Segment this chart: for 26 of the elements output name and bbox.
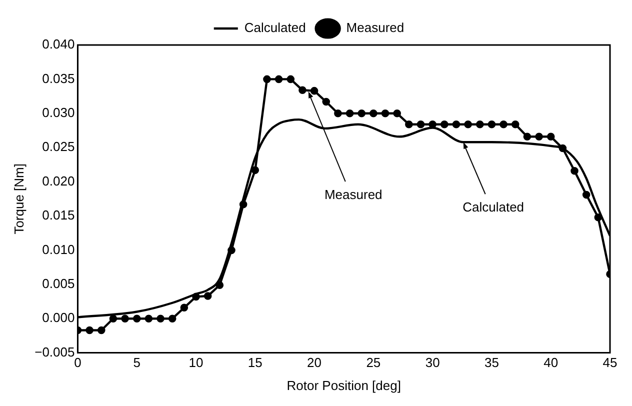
legend-label: Measured [346,20,404,36]
y-tick-label: 0.010 [42,242,75,257]
x-tick-label: 45 [602,355,618,370]
y-tick-label: 0.030 [42,104,75,120]
annotation: Measured [324,187,382,202]
y-tick-label: 0.020 [42,173,75,188]
y-tick-label: 0.035 [42,70,75,86]
y-tick-label: 0.000 [42,310,75,326]
x-axis-title: Rotor Position [deg] [286,378,401,393]
x-tick-label: 20 [307,355,322,370]
y-axis-title: Torque [Nm] [11,163,26,234]
x-tick-label: 15 [248,355,262,370]
y-tick-label: 0.025 [42,139,75,154]
y-tick-label: −0.005 [34,344,75,360]
x-tick-label: 40 [544,355,558,370]
annotation: Calculated [462,200,524,215]
x-tick-label: 0 [74,355,82,370]
x-tick-label: 25 [366,355,381,370]
x-tick-label: 30 [425,355,440,370]
y-tick-label: 0.005 [42,276,75,291]
x-tick-label: 10 [188,355,204,370]
legend-label: Calculated [244,20,306,36]
y-tick-label: 0.015 [42,208,75,223]
x-tick-label: 35 [484,355,499,370]
x-tick-label: 5 [133,355,140,370]
y-tick-label: 0.040 [42,36,75,52]
